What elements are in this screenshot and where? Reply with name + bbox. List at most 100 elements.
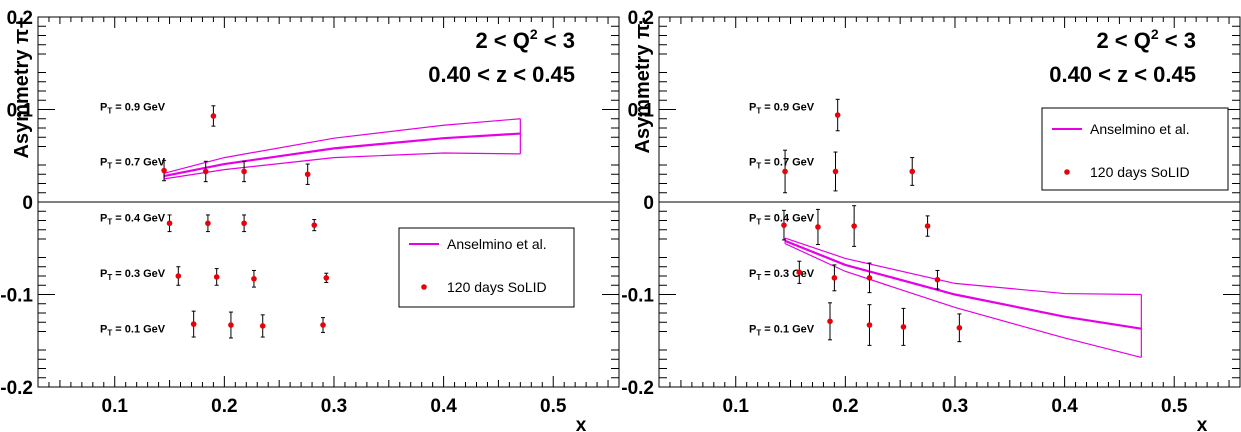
data-point xyxy=(827,318,833,325)
data-point xyxy=(241,168,247,175)
data-point xyxy=(796,269,803,276)
data-point xyxy=(831,275,838,281)
pt-label-sub: T xyxy=(756,161,761,170)
data-point xyxy=(304,171,311,178)
title-part: Q xyxy=(513,28,530,53)
data-point xyxy=(909,168,916,175)
pt-label: PT = 0.1 GeV xyxy=(100,324,166,338)
data-point xyxy=(205,220,211,227)
left-chart-panel: 0.1 0.2 0.3 0.4 0.5 -0.2 -0.1 0 0.1 0.2 x Asymmetry… xyxy=(0,0,620,432)
pt-label: PT = 0.4 GeV xyxy=(100,213,166,227)
y-axis-label: Asymmetry π- xyxy=(632,17,654,153)
right-chart-panel: 0.1 0.2 0.3 0.4 0.5 -0.2 -0.1 0 0.1 0.2 x Asymmetry… xyxy=(621,0,1241,432)
x-tick-label: 0.5 xyxy=(1161,396,1188,417)
legend-label: Anselmino et al. xyxy=(447,236,547,252)
x-tick-label: 0.4 xyxy=(430,396,457,417)
data-point xyxy=(190,321,197,327)
y-tick-label: -0.1 xyxy=(0,286,33,307)
data-point xyxy=(202,168,209,175)
y-tick-label: 0.2 xyxy=(7,8,33,29)
data-point xyxy=(851,223,857,229)
pt-label-main: P xyxy=(100,156,107,168)
data-point xyxy=(259,323,266,329)
x-tick-label: 0.3 xyxy=(321,396,347,417)
pt-label-sub: T xyxy=(107,218,112,227)
title-part: 2 < xyxy=(1096,28,1133,53)
pt-label-main: P xyxy=(749,156,756,168)
pt-label-rest: = 0.4 GeV xyxy=(761,213,815,225)
legend-label: 120 days SoLID xyxy=(1090,164,1190,180)
legend-box xyxy=(398,227,575,308)
x-tick-label: 0.1 xyxy=(102,396,129,417)
y-tick-label: 0 xyxy=(22,193,33,214)
pt-label: PT = 0.4 GeV xyxy=(749,213,815,227)
data-point xyxy=(924,223,931,229)
data-point xyxy=(213,274,220,280)
pt-label: PT = 0.9 GeV xyxy=(749,102,815,116)
title-superscript: 2 xyxy=(1151,26,1159,42)
x-axis-label: x xyxy=(1197,415,1208,432)
band-upper-line xyxy=(163,118,521,174)
pt-label-rest: = 0.7 GeV xyxy=(761,156,815,168)
pt-label-main: P xyxy=(749,324,756,336)
pt-label-rest: = 0.9 GeV xyxy=(761,102,815,114)
y-tick-label: 0 xyxy=(643,193,654,214)
pt-label-sub: T xyxy=(756,329,761,338)
x-tick-label: 0.3 xyxy=(942,396,968,417)
pt-label-main: P xyxy=(100,102,107,114)
data-point xyxy=(175,273,182,279)
legend-label: Anselmino et al. xyxy=(1090,121,1190,137)
data-point xyxy=(228,322,234,328)
pt-label-main: P xyxy=(100,213,107,225)
pt-label-rest: = 0.4 GeV xyxy=(112,213,166,225)
pt-label-rest: = 0.7 GeV xyxy=(112,156,166,168)
legend-marker-swatch xyxy=(421,284,427,290)
data-point xyxy=(834,112,841,118)
pt-label-main: P xyxy=(749,268,756,280)
title-superscript: 2 xyxy=(530,26,538,42)
x-tick-label: 0.5 xyxy=(540,396,567,417)
pt-label-sub: T xyxy=(756,107,761,116)
y-tick-label: -0.2 xyxy=(0,378,33,399)
y-tick-label: 0.1 xyxy=(628,101,655,122)
data-point xyxy=(866,275,873,281)
title-part: < 3 xyxy=(538,28,575,53)
data-point xyxy=(166,220,173,227)
pt-label-sub: T xyxy=(756,218,761,227)
data-point xyxy=(161,167,167,174)
pt-label-rest: = 0.1 GeV xyxy=(112,324,166,336)
x-tick-label: 0.1 xyxy=(723,396,750,417)
pt-label-sub: T xyxy=(107,329,112,338)
pt-label: PT = 0.1 GeV xyxy=(749,324,815,338)
data-point xyxy=(251,275,257,282)
y-tick-label: -0.2 xyxy=(621,378,654,399)
pt-label-rest: = 0.3 GeV xyxy=(761,268,815,280)
pt-label-rest: = 0.3 GeV xyxy=(112,268,166,280)
data-point xyxy=(934,276,941,283)
data-point xyxy=(832,168,839,175)
legend-box xyxy=(1041,107,1229,191)
band-upper-line xyxy=(784,237,1142,296)
y-tick-label: 0.2 xyxy=(628,8,654,29)
pt-label-sub: T xyxy=(756,273,761,282)
data-point xyxy=(323,275,330,281)
title-z-range: 0.40 < z < 0.45 xyxy=(428,62,575,87)
band-center-line xyxy=(784,239,1142,330)
data-point xyxy=(311,222,318,228)
data-point xyxy=(956,325,963,331)
x-tick-label: 0.2 xyxy=(211,396,237,417)
right-chart: 0.1 0.2 0.3 0.4 0.5 -0.2 -0.1 0 0.1 0.2 x Asymmetry… xyxy=(621,8,1241,432)
pt-label-main: P xyxy=(749,102,756,114)
y-tick-label: -0.1 xyxy=(621,286,654,307)
legend-marker-swatch xyxy=(1064,169,1070,175)
pt-label-main: P xyxy=(749,213,756,225)
data-point xyxy=(241,220,247,227)
x-axis-label: x xyxy=(576,415,587,432)
title-part: 2 < xyxy=(475,28,512,53)
left-chart: 0.1 0.2 0.3 0.4 0.5 -0.2 -0.1 0 0.1 0.2 x Asymmetry… xyxy=(0,8,620,432)
pt-label-sub: T xyxy=(107,273,112,282)
pt-label: PT = 0.7 GeV xyxy=(100,156,166,170)
pt-label-sub: T xyxy=(107,161,112,170)
pt-label-rest: = 0.9 GeV xyxy=(112,102,166,114)
data-point xyxy=(782,168,788,175)
